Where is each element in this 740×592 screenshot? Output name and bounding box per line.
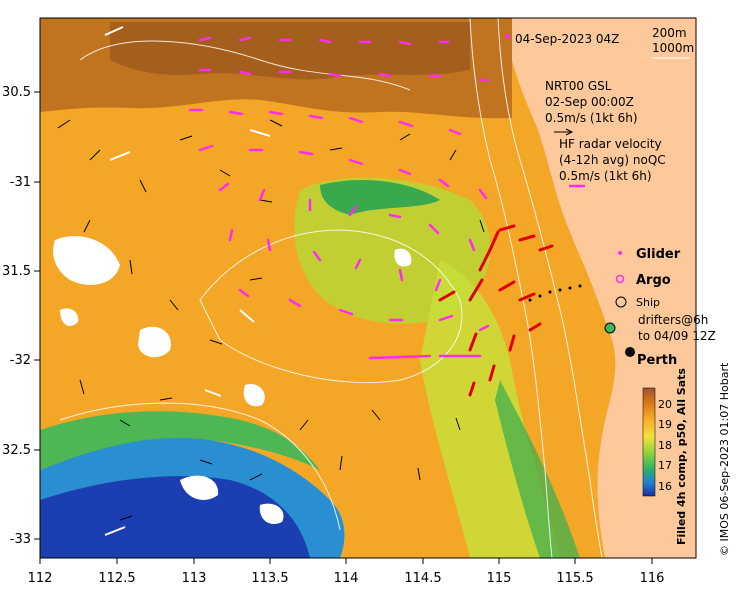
y-tick-32: -32 (10, 353, 31, 368)
drift-vectors-white (104, 26, 271, 536)
colorbar-tick-17: 17 (658, 459, 672, 472)
y-tick-31-5: 31.5 (2, 264, 31, 279)
x-tick-115-5: 115.5 (556, 571, 593, 586)
colorbar-tick-16: 16 (658, 480, 672, 493)
radar-avg-label: (4-12h avg) noQC (559, 153, 666, 167)
x-tick-116: 116 (640, 571, 665, 586)
green-band-southwest (40, 411, 320, 470)
date-marker-dot: • (503, 27, 512, 46)
x-tick-112-5: 112.5 (98, 571, 135, 586)
x-tick-113: 113 (182, 571, 207, 586)
hf-radar-vectors (188, 36, 490, 360)
bathymetry-contours (59, 18, 603, 558)
current-reference-arrow (554, 128, 574, 136)
colorbar-swatch (642, 387, 656, 497)
perth-marker (625, 347, 635, 357)
x-tick-114-5: 114.5 (404, 571, 441, 586)
legend-glider-marker: • (616, 246, 624, 262)
map-annotations: • 04-Sep-2023 04Z 200m 1000m NRT00 GSL 0… (503, 26, 716, 368)
colorbar-tick-20: 20 (658, 398, 672, 411)
y-tick-32-5: 32.5 (2, 443, 31, 458)
warm-water-core (110, 22, 470, 80)
current-reference-label: 0.5m/s (1kt 6h) (545, 111, 638, 125)
green-patch (320, 180, 440, 215)
drifter-tracks (438, 224, 554, 397)
map-frame (39, 17, 697, 559)
legend-ship-marker (615, 296, 627, 308)
coastal-green (495, 380, 580, 558)
ship-station-marker (604, 322, 616, 334)
y-tick-33: -33 (10, 532, 31, 547)
legend-drifters-time: to 04/09 12Z (638, 329, 716, 343)
x-tick-114: 114 (334, 571, 359, 586)
contour-label-1000m: 1000m (652, 41, 694, 55)
contour-label-200m: 200m (652, 26, 687, 40)
legend-glider-label: Glider (636, 247, 681, 262)
x-tick-112: 112 (28, 571, 53, 586)
x-tick-labels: 112 112.5 113 113.5 114 114.5 115 115.5 … (28, 571, 665, 586)
surface-current-arrows (57, 119, 485, 521)
sst-scale-label: NRT00 GSL (545, 79, 612, 93)
colorbar-tick-19: 19 (658, 418, 672, 431)
y-tick-30-5: 30.5 (2, 85, 31, 100)
radar-title: HF radar velocity (559, 137, 662, 151)
x-tick-113-5: 113.5 (251, 571, 288, 586)
colorbar-title: Filled 4h comp, p50, All Sats (675, 368, 688, 545)
glider-track (528, 284, 582, 302)
cloud-gaps (53, 236, 412, 525)
y-axis (34, 91, 40, 540)
cold-water-core (40, 476, 310, 558)
sst-time-label: 02-Sep 00:00Z (545, 95, 634, 109)
x-axis (39, 558, 653, 564)
legend-argo-label: Argo (636, 273, 671, 288)
legend-ship-label: Ship (636, 296, 660, 309)
date-label: 04-Sep-2023 04Z (515, 32, 619, 46)
radar-reference-label: 0.5m/s (1kt 6h) (559, 169, 652, 183)
y-tick-31: -31 (10, 175, 31, 190)
sst-colorbar: 20 19 18 17 16 Filled 4h comp, p50, All … (642, 368, 688, 545)
legend-argo-marker (615, 274, 625, 284)
colorbar-tick-18: 18 (658, 439, 672, 452)
x-tick-115: 115 (487, 571, 512, 586)
perth-label: Perth (637, 353, 677, 368)
y-tick-labels: 30.5 -31 31.5 -32 32.5 -33 (2, 85, 31, 547)
credit-line: © IMOS 06-Sep-2023 01:07 Hobart (718, 362, 731, 556)
legend-drifters-label: drifters@6h (638, 313, 708, 327)
